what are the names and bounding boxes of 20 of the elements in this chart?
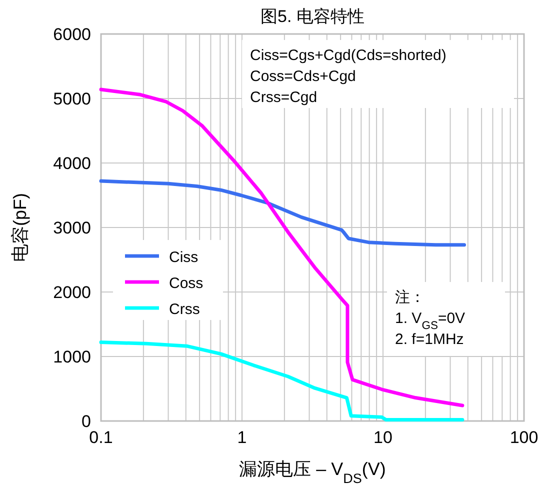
y-tick-label: 6000 xyxy=(53,25,91,44)
x-tick-label: 100 xyxy=(510,428,538,447)
y-tick-label: 3000 xyxy=(53,218,91,238)
x-tick-label: 1 xyxy=(237,428,247,447)
y-axis-title: 电容(pF) xyxy=(10,193,30,262)
chart-title: 图5. 电容特性 xyxy=(260,7,364,26)
legend-label: Crss xyxy=(169,301,200,318)
y-tick-label: 1000 xyxy=(53,348,91,366)
annotation: Ciss=Cgs+Cgd(Cds=shorted) Coss=Cds+Cgd Crss=Cgd xyxy=(250,47,446,106)
y-tick-label: 4000 xyxy=(53,154,91,173)
x-tick-label: 10 xyxy=(374,428,392,447)
annotation: 注： 1. V$_{GS}$=0V 2. f=1MHz xyxy=(387,282,505,356)
legend-label: Coss xyxy=(169,275,204,292)
y-tick-label: 2000 xyxy=(53,283,91,302)
x-tick-label: 0.1 xyxy=(89,428,113,447)
x-axis-title: 漏源电压 – V$_{DS}$(V) xyxy=(239,459,386,486)
annotation: 注： 1. V$_{GS}$=0V 2. f=1MHz xyxy=(395,289,466,348)
y-tick-label: 5000 xyxy=(53,90,91,108)
y-tick-label: 0 xyxy=(82,412,91,431)
legend-label: Ciss xyxy=(169,249,198,266)
